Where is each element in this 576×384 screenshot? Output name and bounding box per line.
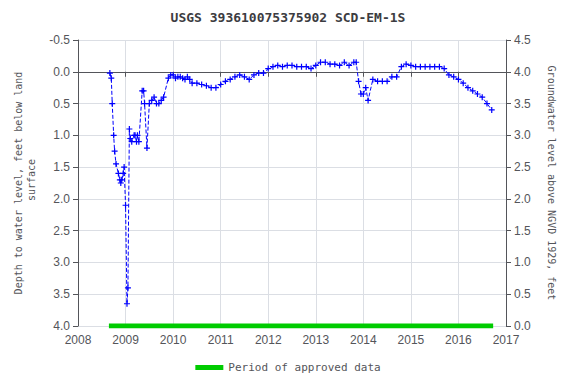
svg-text:2017: 2017: [493, 333, 520, 347]
svg-text:2008: 2008: [65, 333, 92, 347]
svg-text:Groundwater level above NGVD 1: Groundwater level above NGVD 1929, feet: [546, 66, 557, 301]
svg-text:2.0: 2.0: [53, 192, 70, 206]
svg-text:2014: 2014: [350, 333, 377, 347]
svg-text:2010: 2010: [160, 333, 187, 347]
svg-text:4.0: 4.0: [514, 65, 531, 79]
svg-text:3.5: 3.5: [514, 97, 531, 111]
svg-text:USGS 393610075375902 SCD-EM-1S: USGS 393610075375902 SCD-EM-1S: [171, 10, 406, 25]
svg-text:2015: 2015: [398, 333, 425, 347]
svg-text:1.5: 1.5: [514, 224, 531, 238]
svg-text:1.0: 1.0: [514, 255, 531, 269]
svg-text:surface: surface: [26, 159, 37, 207]
svg-text:4.5: 4.5: [514, 33, 531, 47]
svg-text:Period of approved data: Period of approved data: [228, 361, 380, 374]
svg-text:2.5: 2.5: [53, 224, 70, 238]
svg-text:2.5: 2.5: [514, 160, 531, 174]
svg-text:3.0: 3.0: [53, 255, 70, 269]
svg-text:2.0: 2.0: [514, 192, 531, 206]
svg-text:1.0: 1.0: [53, 128, 70, 142]
svg-text:0.5: 0.5: [514, 287, 531, 301]
svg-text:0.0: 0.0: [514, 319, 531, 333]
svg-text:-0.5: -0.5: [49, 33, 70, 47]
svg-text:2016: 2016: [445, 333, 472, 347]
svg-text:1.5: 1.5: [53, 160, 70, 174]
svg-text:2011: 2011: [208, 333, 234, 347]
svg-text:2009: 2009: [112, 333, 139, 347]
svg-text:3.5: 3.5: [53, 287, 70, 301]
svg-text:Depth to water level, feet bel: Depth to water level, feet below land: [13, 72, 24, 295]
svg-text:0.5: 0.5: [53, 97, 70, 111]
svg-text:4.0: 4.0: [53, 319, 70, 333]
svg-text:0.0: 0.0: [53, 65, 70, 79]
svg-text:2012: 2012: [255, 333, 282, 347]
svg-text:3.0: 3.0: [514, 128, 531, 142]
svg-text:2013: 2013: [302, 333, 329, 347]
